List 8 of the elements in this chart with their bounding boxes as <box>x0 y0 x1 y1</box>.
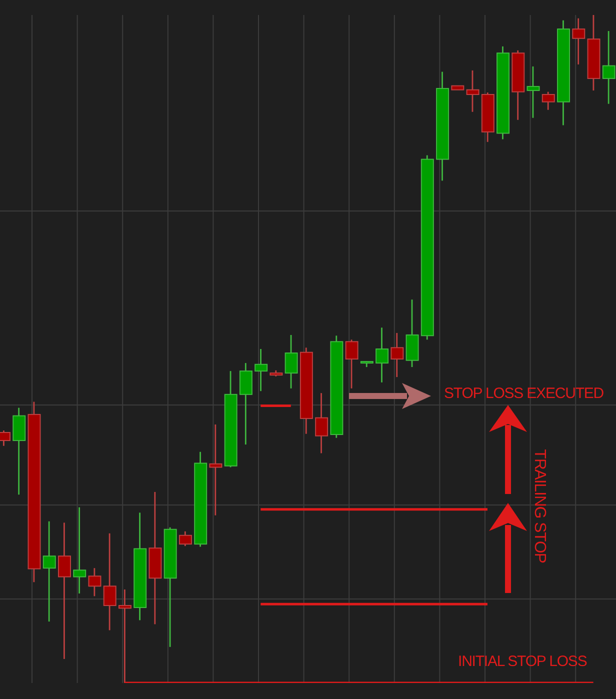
candlestick <box>118 589 132 683</box>
annotation: STOP LOSS EXECUTED <box>444 385 604 402</box>
candlestick <box>73 507 86 594</box>
annotation: TRAILING STOP <box>530 449 548 563</box>
annotation: INITIAL STOP LOSS <box>458 653 587 670</box>
candlestick <box>209 424 222 516</box>
candlestick <box>42 521 56 622</box>
candlestick <box>58 522 71 659</box>
